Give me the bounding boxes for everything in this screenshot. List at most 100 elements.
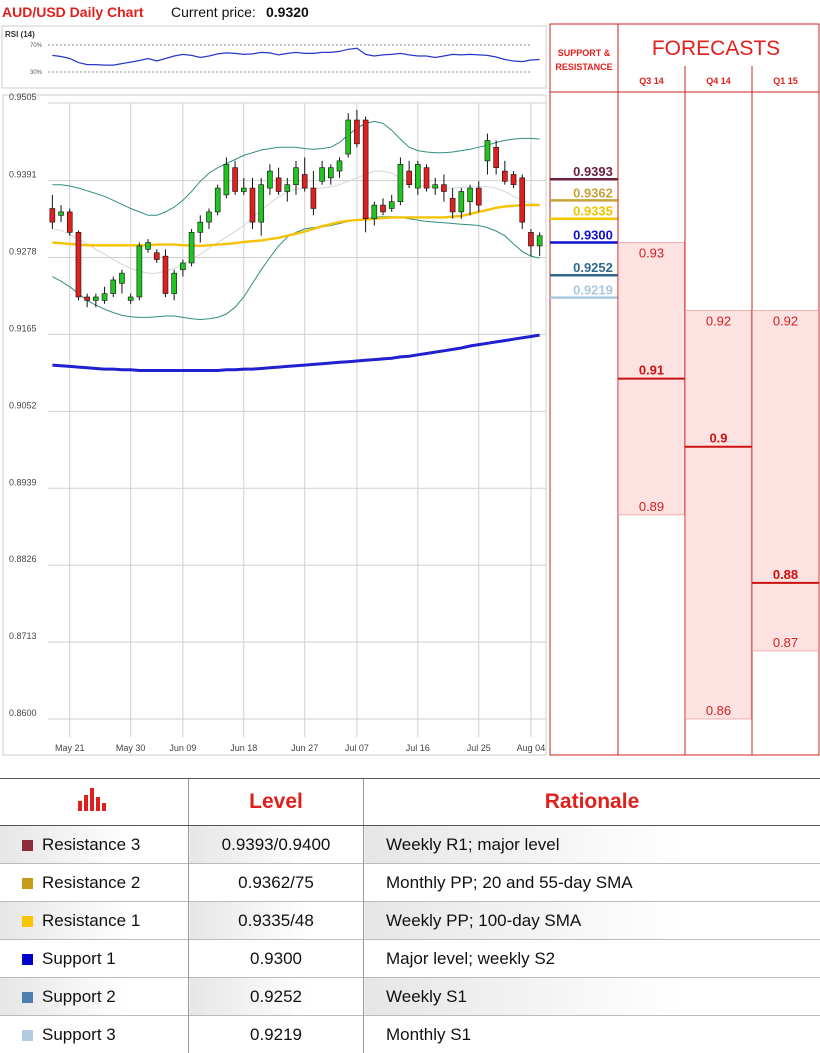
candle: [76, 230, 81, 300]
candle-body: [93, 297, 98, 300]
forecast-low-label: 0.89: [639, 499, 664, 514]
sr-level-label: 0.9362: [573, 185, 613, 200]
chart-area: AUD/USD Daily Chart Current price: 0.932…: [0, 0, 820, 778]
candle: [346, 113, 351, 157]
candle-body: [424, 168, 429, 188]
row-label-cell: Support 2: [0, 978, 189, 1016]
candle-body: [389, 202, 394, 209]
candle: [363, 117, 368, 233]
candle-body: [494, 147, 499, 167]
candle-body: [302, 174, 307, 188]
y-tick-label: 0.8713: [9, 631, 37, 641]
candle-body: [311, 188, 316, 208]
sr-header-line2: RESISTANCE: [555, 62, 612, 72]
candle-body: [320, 168, 325, 182]
row-label: Support 2: [42, 987, 116, 1006]
row-rationale: Weekly R1; major level: [364, 826, 820, 864]
candle-body: [450, 198, 455, 212]
candle-body: [537, 236, 542, 246]
candle-body: [407, 171, 412, 185]
candle: [424, 164, 429, 191]
candle-body: [511, 174, 516, 184]
candle: [189, 229, 194, 266]
row-label: Resistance 3: [42, 835, 140, 854]
table-logo-cell: [0, 779, 189, 826]
candle-body: [128, 297, 133, 300]
x-tick-label: Jul 07: [345, 743, 369, 753]
candle-body: [354, 120, 359, 144]
forecast-col-header: Q4 14: [706, 76, 731, 86]
support-resistance-table: Level Rationale Resistance 3 0.9393/0.940…: [0, 778, 820, 1053]
candle-body: [502, 171, 507, 181]
rsi-title: RSI (14): [5, 30, 35, 39]
candle-body: [119, 273, 124, 283]
candle: [215, 185, 220, 216]
candle-body: [441, 185, 446, 192]
candle-body: [433, 185, 438, 188]
candle-body: [137, 246, 142, 297]
candle-body: [206, 212, 211, 222]
row-rationale: Weekly PP; 100-day SMA: [364, 902, 820, 940]
candle-body: [468, 188, 473, 202]
candle: [67, 209, 72, 236]
rsi-tick-30: 30%: [30, 70, 43, 76]
candle: [520, 174, 525, 228]
row-label-cell: Resistance 3: [0, 826, 189, 864]
y-tick-label: 0.8600: [9, 708, 37, 718]
candle-body: [328, 168, 333, 178]
candle-body: [381, 205, 386, 212]
sr-level-label: 0.9300: [573, 228, 613, 243]
row-label-cell: Resistance 1: [0, 902, 189, 940]
forecast-col-header: Q3 14: [639, 76, 664, 86]
row-rationale: Major level; weekly S2: [364, 940, 820, 978]
row-rationale: Monthly S1: [364, 1016, 820, 1053]
legend-swatch: [22, 916, 33, 927]
row-rationale: Weekly S1: [364, 978, 820, 1016]
candle-body: [76, 232, 81, 297]
forecast-low-label: 0.87: [773, 635, 798, 650]
sr-header-line1: SUPPORT &: [558, 48, 611, 58]
table-header-row: Level Rationale: [0, 779, 820, 826]
x-tick-label: Jun 18: [230, 743, 257, 753]
candle: [398, 157, 403, 205]
candle-body: [372, 205, 377, 219]
candle-body: [189, 232, 194, 263]
candle-body: [294, 168, 299, 185]
candle-body: [224, 164, 229, 195]
row-level: 0.9300: [189, 940, 364, 978]
x-tick-label: Jun 09: [169, 743, 196, 753]
candle-body: [459, 191, 464, 211]
y-tick-label: 0.8939: [9, 477, 37, 487]
candle-body: [276, 178, 281, 192]
sr-level-label: 0.9335: [573, 204, 613, 219]
y-tick-label: 0.8826: [9, 554, 37, 564]
forecast-high-label: 0.92: [773, 314, 798, 329]
y-tick-label: 0.9278: [9, 247, 37, 257]
candle: [137, 243, 142, 301]
row-label-cell: Support 3: [0, 1016, 189, 1053]
candle-body: [337, 161, 342, 171]
candle-body: [285, 185, 290, 192]
candle-body: [346, 120, 351, 154]
y-tick-label: 0.9391: [9, 170, 37, 180]
forecast-range: [686, 311, 752, 719]
candle-body: [50, 209, 55, 223]
candle-body: [241, 188, 246, 191]
forecast-col-header: Q1 15: [773, 76, 798, 86]
sr-column-frame: [550, 24, 618, 755]
candle-body: [485, 140, 490, 160]
row-level: 0.9393/0.9400: [189, 826, 364, 864]
rsi-tick-70: 70%: [30, 43, 43, 49]
candle-body: [111, 280, 116, 294]
legend-swatch: [22, 1030, 33, 1041]
bar-chart-icon: [77, 786, 111, 812]
current-price-label: Current price:: [171, 4, 256, 20]
row-rationale: Monthly PP; 20 and 55-day SMA: [364, 864, 820, 902]
